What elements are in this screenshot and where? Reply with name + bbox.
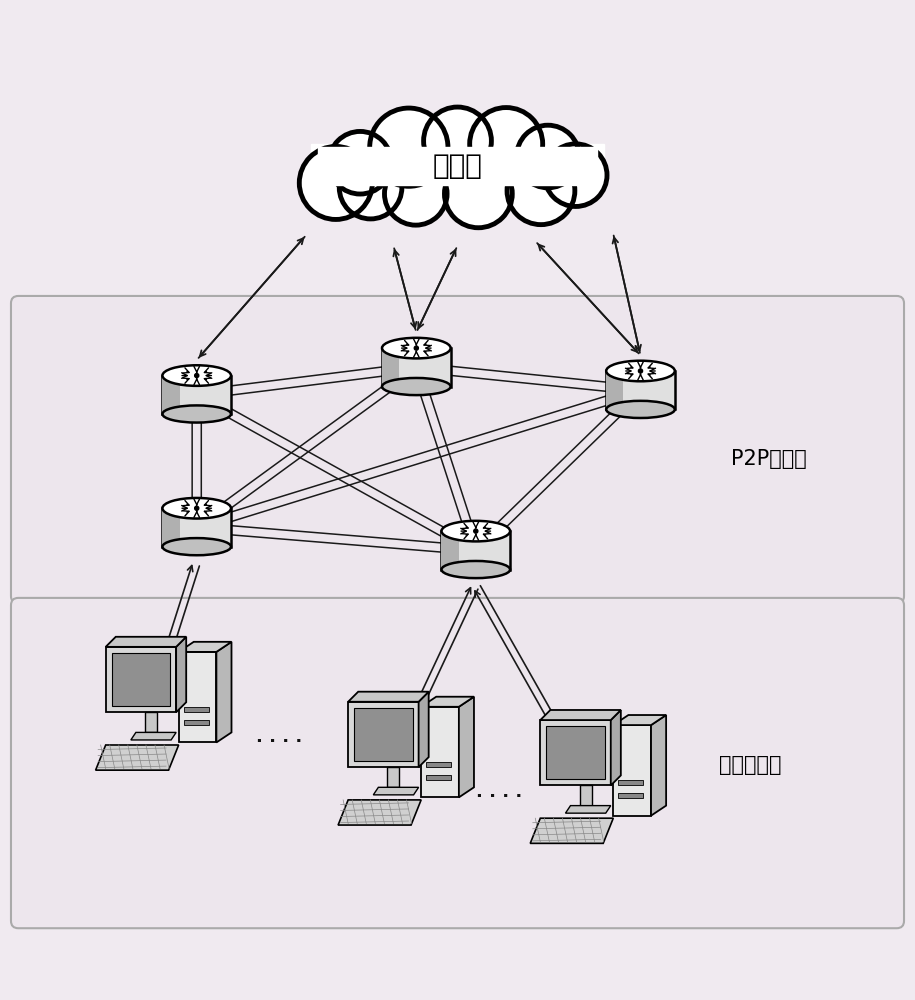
Polygon shape: [606, 371, 674, 409]
Circle shape: [339, 156, 402, 219]
Polygon shape: [610, 710, 620, 785]
Ellipse shape: [163, 498, 231, 519]
Polygon shape: [311, 144, 604, 188]
Bar: [184, 707, 209, 712]
Polygon shape: [651, 715, 666, 816]
Ellipse shape: [382, 338, 450, 358]
Polygon shape: [131, 732, 177, 740]
FancyBboxPatch shape: [11, 296, 904, 603]
Ellipse shape: [163, 365, 231, 386]
Polygon shape: [613, 725, 651, 816]
Ellipse shape: [163, 405, 231, 423]
Bar: [426, 762, 451, 767]
Polygon shape: [354, 708, 413, 761]
Polygon shape: [531, 818, 613, 843]
Circle shape: [469, 108, 543, 181]
Polygon shape: [441, 531, 458, 570]
Circle shape: [195, 374, 199, 378]
Polygon shape: [112, 653, 170, 706]
Polygon shape: [348, 702, 419, 767]
Bar: [184, 720, 209, 725]
Polygon shape: [348, 692, 428, 702]
Polygon shape: [382, 348, 399, 387]
Polygon shape: [217, 642, 231, 742]
Polygon shape: [163, 508, 231, 547]
Circle shape: [544, 144, 607, 206]
Polygon shape: [163, 376, 231, 414]
Text: · · · ·: · · · ·: [476, 788, 522, 806]
Ellipse shape: [441, 521, 511, 541]
Polygon shape: [106, 647, 177, 712]
Circle shape: [195, 506, 199, 510]
Polygon shape: [613, 715, 666, 725]
Text: 固态云: 固态云: [433, 152, 482, 180]
Polygon shape: [163, 376, 179, 414]
Polygon shape: [382, 348, 450, 387]
Polygon shape: [565, 806, 610, 813]
Circle shape: [507, 157, 575, 225]
Text: P2P动态云: P2P动态云: [731, 449, 806, 469]
Ellipse shape: [606, 361, 675, 381]
Circle shape: [299, 146, 372, 219]
Polygon shape: [339, 800, 421, 825]
Ellipse shape: [382, 378, 450, 395]
Polygon shape: [419, 692, 428, 767]
Polygon shape: [106, 637, 187, 647]
Polygon shape: [178, 652, 217, 742]
Polygon shape: [145, 712, 157, 732]
Polygon shape: [96, 745, 178, 770]
Circle shape: [517, 125, 579, 188]
Circle shape: [414, 346, 418, 350]
Ellipse shape: [163, 538, 231, 555]
Text: · · · ·: · · · ·: [256, 733, 302, 751]
Polygon shape: [540, 720, 610, 785]
Polygon shape: [421, 707, 459, 797]
Circle shape: [328, 131, 392, 194]
Polygon shape: [459, 697, 474, 797]
Polygon shape: [373, 787, 419, 795]
Circle shape: [370, 108, 448, 186]
Polygon shape: [579, 785, 592, 806]
Ellipse shape: [606, 401, 675, 418]
Polygon shape: [606, 371, 623, 409]
Circle shape: [424, 107, 491, 175]
Polygon shape: [540, 710, 620, 720]
Polygon shape: [163, 508, 179, 547]
Circle shape: [474, 529, 478, 533]
Circle shape: [445, 160, 512, 228]
Circle shape: [639, 369, 642, 373]
Polygon shape: [318, 147, 597, 185]
Polygon shape: [546, 726, 605, 779]
FancyBboxPatch shape: [11, 598, 904, 928]
Bar: [426, 775, 451, 780]
Polygon shape: [178, 642, 231, 652]
Polygon shape: [177, 637, 187, 712]
Polygon shape: [441, 531, 511, 570]
Polygon shape: [387, 767, 400, 787]
Bar: [619, 780, 643, 785]
Circle shape: [384, 163, 447, 225]
Ellipse shape: [441, 561, 511, 578]
Bar: [619, 793, 643, 798]
Text: 分布式终端: 分布式终端: [719, 755, 781, 775]
Polygon shape: [421, 697, 474, 707]
